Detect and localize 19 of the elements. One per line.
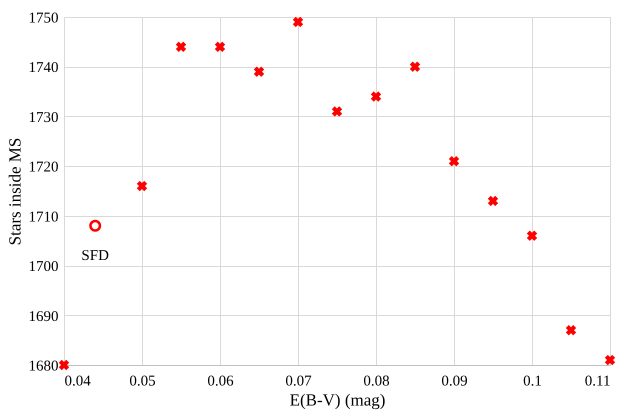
annotation: SFD xyxy=(81,248,110,264)
y-tick-label: 1740 xyxy=(28,60,58,76)
y-tick-label: 1710 xyxy=(28,209,58,226)
y-tick-label: 1720 xyxy=(28,160,58,176)
y-tick-label: 1690 xyxy=(28,308,58,325)
x-tick-label: 0.09 xyxy=(441,374,468,390)
x-tick-label: 0.08 xyxy=(363,374,390,390)
y-axis-title: Stars inside MS xyxy=(6,138,24,246)
x-tick-label: 0.11 xyxy=(584,374,610,390)
x-tick-label: 0.04 xyxy=(64,374,92,390)
y-tick-label: 1680 xyxy=(28,358,58,374)
y-tick-label: 1750 xyxy=(28,10,58,26)
x-tick-label: 0.05 xyxy=(129,374,156,390)
x-tick-label: 0.07 xyxy=(285,374,312,390)
y-tick-label: 1730 xyxy=(28,110,58,126)
x-tick-label: 0.06 xyxy=(207,374,234,390)
x-tick-label: 0.1 xyxy=(523,374,542,390)
x-axis-title: E(B-V) (mag) xyxy=(290,390,386,410)
y-tick-label: 1700 xyxy=(28,259,58,276)
